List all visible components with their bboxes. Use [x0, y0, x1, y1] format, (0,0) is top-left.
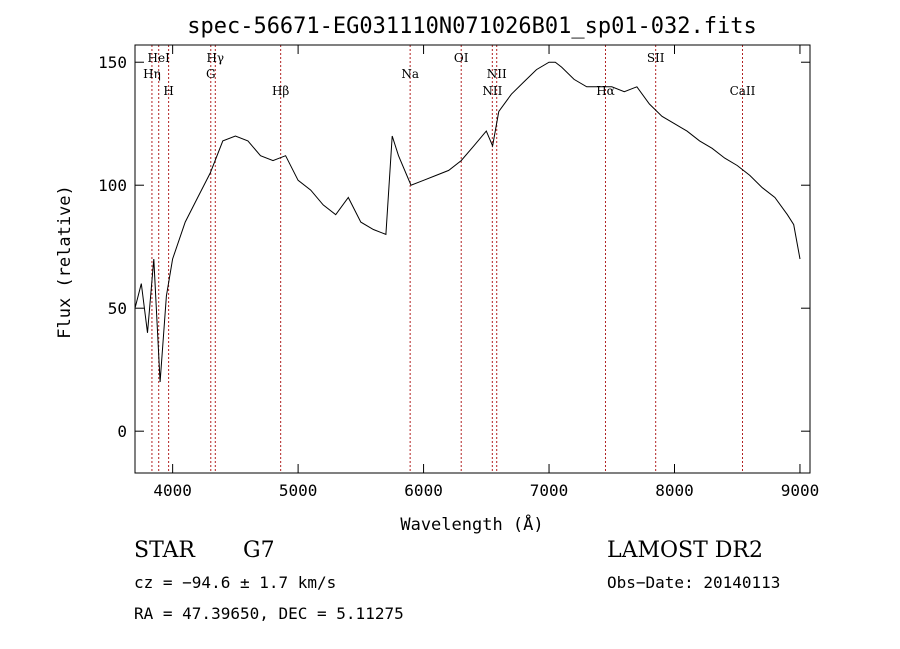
line-label: Hη — [143, 67, 161, 81]
x-tick-label: 6000 — [404, 481, 443, 500]
y-tick-label: 50 — [108, 299, 127, 318]
spectrum-line — [134, 61, 801, 383]
line-markers — [151, 45, 743, 473]
x-axis-label: Wavelength (Å) — [400, 513, 543, 535]
subclass-label: G7 — [243, 538, 275, 563]
class-label: STAR — [134, 538, 195, 563]
line-label: Hα — [596, 84, 615, 98]
x-tick-label: 5000 — [279, 481, 318, 500]
line-label: Hβ — [272, 84, 289, 98]
line-label: SII — [647, 51, 665, 65]
obs-date-text: Obs−Date: 20140113 — [607, 573, 781, 592]
survey-label: LAMOST DR2 — [607, 538, 763, 563]
plot-frame — [134, 44, 811, 474]
y-tick-label: 100 — [98, 176, 127, 195]
line-label: HeI — [148, 51, 171, 65]
radec-text: RA = 47.39650, DEC = 5.11275 — [134, 604, 404, 623]
y-tick-label: 0 — [117, 422, 127, 441]
line-label: NII — [487, 67, 507, 81]
line-labels: HeI HηH Hγ G Hβ Na OI NII NII Hα SII CaII — [143, 51, 756, 98]
x-tick-label: 8000 — [655, 481, 694, 500]
y-axis-ticks: 0 50 100 150 — [98, 53, 810, 441]
line-label: G — [206, 67, 216, 81]
line-label: Na — [401, 67, 419, 81]
line-label: CaII — [730, 84, 756, 98]
x-tick-label: 4000 — [153, 481, 192, 500]
x-tick-label: 9000 — [781, 481, 820, 500]
line-label: OI — [454, 51, 469, 65]
y-axis-label: Flux (relative) — [55, 185, 75, 339]
line-label: Hγ — [206, 51, 224, 65]
chart-title: spec-56671-EG031110N071026B01_sp01-032.f… — [187, 14, 757, 39]
cz-text: cz = −94.6 ± 1.7 km/s — [134, 573, 337, 592]
line-label: NII — [482, 84, 502, 98]
line-label: H — [163, 84, 173, 98]
x-axis-ticks: 4000 5000 6000 7000 8000 9000 — [153, 45, 819, 500]
y-tick-label: 150 — [98, 53, 127, 72]
x-tick-label: 7000 — [530, 481, 569, 500]
